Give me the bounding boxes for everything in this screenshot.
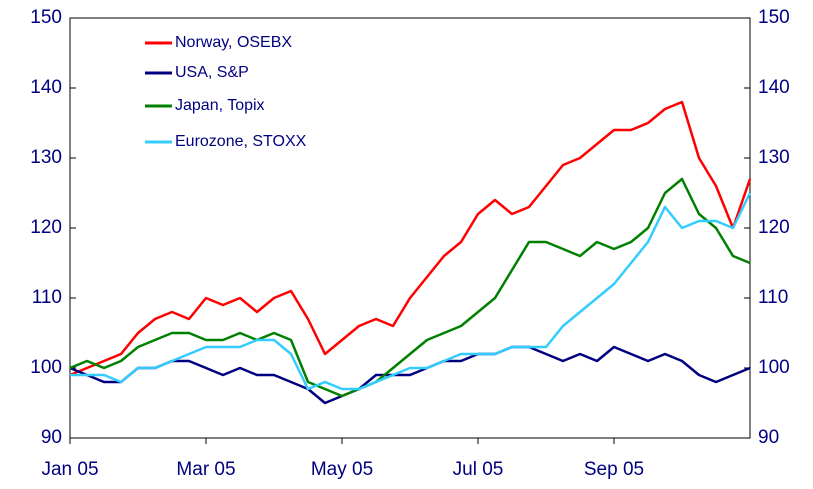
legend-label: Eurozone, STOXX (175, 133, 307, 150)
legend-label: Norway, OSEBX (175, 34, 292, 51)
y-tick-label: 100 (30, 357, 62, 378)
y2-tick-label: 100 (758, 357, 790, 378)
x-tick-label: Jan 05 (41, 459, 98, 480)
x-tick-label: Jul 05 (453, 459, 504, 480)
y-tick-label: 140 (30, 77, 62, 98)
legend-label: USA, S&P (175, 64, 249, 81)
series-line (69, 177, 751, 398)
x-tick-label: Sep 05 (584, 459, 644, 480)
y2-tick-label: 110 (758, 287, 788, 308)
y-tick-label: 120 (30, 217, 62, 238)
y2-tick-label: 90 (758, 427, 779, 448)
y2-tick-label: 120 (758, 217, 790, 238)
y2-tick-label: 150 (758, 7, 790, 28)
y-tick-label: 90 (41, 427, 62, 448)
series-line (70, 192, 752, 391)
x-tick-label: Mar 05 (176, 459, 235, 480)
series-line (69, 345, 751, 405)
x-tick-label: May 05 (311, 459, 373, 480)
y-tick-label: 150 (30, 7, 62, 28)
y-tick-label: 130 (30, 147, 62, 168)
legend-label: Japan, Topix (175, 97, 265, 114)
y2-tick-label: 140 (758, 77, 790, 98)
y2-tick-label: 130 (758, 147, 790, 168)
y-tick-label: 110 (32, 287, 62, 308)
series-line (69, 100, 752, 377)
